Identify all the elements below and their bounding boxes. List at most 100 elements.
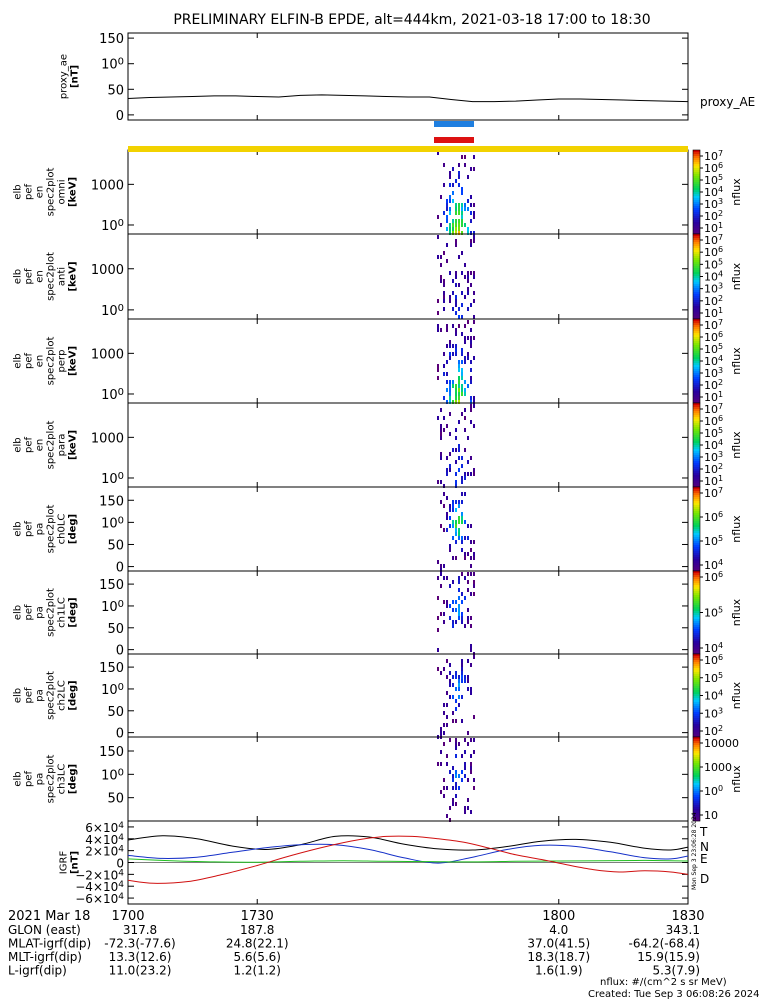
ephemeris-value: 1.6(1.9) xyxy=(535,964,583,978)
y-tick-label: 0 xyxy=(116,109,124,124)
colorbar-segment xyxy=(693,493,700,496)
flux-pixel xyxy=(437,151,439,155)
flux-pixel xyxy=(455,794,457,798)
flux-pixel xyxy=(470,754,472,758)
ephemeris-date: 2021 Mar 18 xyxy=(8,909,90,924)
created-timestamp: Created: Tue Sep 3 06:08:26 2024 xyxy=(588,989,760,1000)
flux-pixel xyxy=(473,271,475,275)
colorbar-label-group: nflux xyxy=(730,598,743,626)
flux-pixel xyxy=(461,492,463,496)
panel-frame xyxy=(127,32,689,121)
colorbar-segment xyxy=(693,609,700,612)
colorbar-segment xyxy=(693,252,700,255)
y-axis-label-line: pef xyxy=(24,521,35,538)
colorbar-segment xyxy=(693,435,700,438)
colorbar-segment xyxy=(693,561,700,564)
colorbar-segment xyxy=(693,455,700,458)
colorbar-segment xyxy=(693,741,700,744)
flux-pixel xyxy=(467,620,469,624)
flux-pixel xyxy=(461,572,463,576)
y-axis-label-line: elb xyxy=(13,521,24,536)
flux-pixel xyxy=(452,774,454,778)
flux-pixel xyxy=(470,420,472,424)
flux-pixel xyxy=(458,420,460,424)
colorbar-segment xyxy=(693,686,700,689)
colorbar-segment xyxy=(693,801,700,804)
colorbar-segment xyxy=(693,425,700,428)
flux-pixel xyxy=(473,424,475,428)
colorbar-segment xyxy=(693,240,700,243)
flux-pixel xyxy=(467,271,469,275)
flux-pixel xyxy=(452,695,454,699)
flux-pixel xyxy=(470,810,472,814)
y-axis-label: elb pef en spec2plot omni [keV] xyxy=(13,168,79,217)
ephemeris-value: 11.0(23.2) xyxy=(109,964,172,978)
colorbar-segment xyxy=(693,708,700,711)
colorbar-segment xyxy=(693,589,700,592)
flux-pixel xyxy=(443,778,445,782)
colorbar-segment xyxy=(693,501,700,504)
flux-pixel xyxy=(443,528,445,532)
flux-pixel xyxy=(455,207,457,211)
colorbar-segment xyxy=(693,763,700,766)
y-axis-label-line: proxy_ae xyxy=(59,54,70,99)
flux-pixel xyxy=(467,356,469,360)
series-label: proxy_AE xyxy=(700,95,755,109)
flux-pixel xyxy=(458,576,460,580)
flux-pixel xyxy=(470,663,472,667)
colorbar-segment xyxy=(693,547,700,550)
flux-pixel xyxy=(470,738,472,742)
colorbar-segment xyxy=(693,595,700,598)
flux-pixel xyxy=(467,572,469,576)
colorbar-segment xyxy=(693,487,700,490)
colorbar-segment xyxy=(693,316,700,319)
flux-pixel xyxy=(449,223,451,227)
flux-pixel xyxy=(473,315,475,319)
flux-pixel xyxy=(461,536,463,540)
flux-pixel xyxy=(461,203,463,207)
colorbar-segment xyxy=(693,627,700,630)
spectrogram xyxy=(437,151,475,235)
flux-pixel xyxy=(458,380,460,384)
colorbar-segment xyxy=(693,377,700,380)
flux-pixel xyxy=(470,336,472,340)
colorbar-tick-label: 105 xyxy=(704,606,723,620)
colorbar-segment xyxy=(693,469,700,472)
flux-pixel xyxy=(464,806,466,810)
flux-pixel xyxy=(449,452,451,456)
flux-pixel xyxy=(464,203,466,207)
colorbar-segment xyxy=(693,577,700,580)
colorbar-segment xyxy=(693,722,700,725)
flux-pixel xyxy=(449,356,451,360)
spectrogram xyxy=(437,235,475,319)
y-tick-label: 0 xyxy=(116,857,124,871)
flux-pixel xyxy=(449,384,451,388)
colorbar-segment xyxy=(693,481,700,484)
flux-pixel xyxy=(470,766,472,770)
flux-pixel xyxy=(449,412,451,416)
y-axis-label-line: IGRF xyxy=(59,851,70,875)
flux-pixel xyxy=(458,183,460,187)
y-tick-label: 100 xyxy=(101,682,124,698)
colorbar-segment xyxy=(693,601,700,604)
colorbar-segment xyxy=(693,759,700,762)
y-tick-label: −4×104 xyxy=(75,880,124,894)
flux-pixel xyxy=(470,624,472,628)
colorbar-segment xyxy=(693,473,700,476)
flux-pixel xyxy=(437,368,439,372)
colorbar-segment xyxy=(693,569,700,572)
colorbar-segment xyxy=(693,323,700,326)
flux-pixel xyxy=(452,400,454,404)
flux-pixel xyxy=(449,679,451,683)
flux-pixel xyxy=(443,283,445,287)
flux-pixel xyxy=(449,340,451,344)
colorbar-segment xyxy=(693,415,700,418)
colorbar-segment xyxy=(693,647,700,650)
colorbar-segment xyxy=(693,625,700,628)
spectrogram xyxy=(437,320,475,404)
flux-pixel xyxy=(455,524,457,528)
colorbar-segment xyxy=(693,505,700,508)
flux-pixel xyxy=(455,388,457,392)
igrf-E-label: E xyxy=(700,852,708,866)
